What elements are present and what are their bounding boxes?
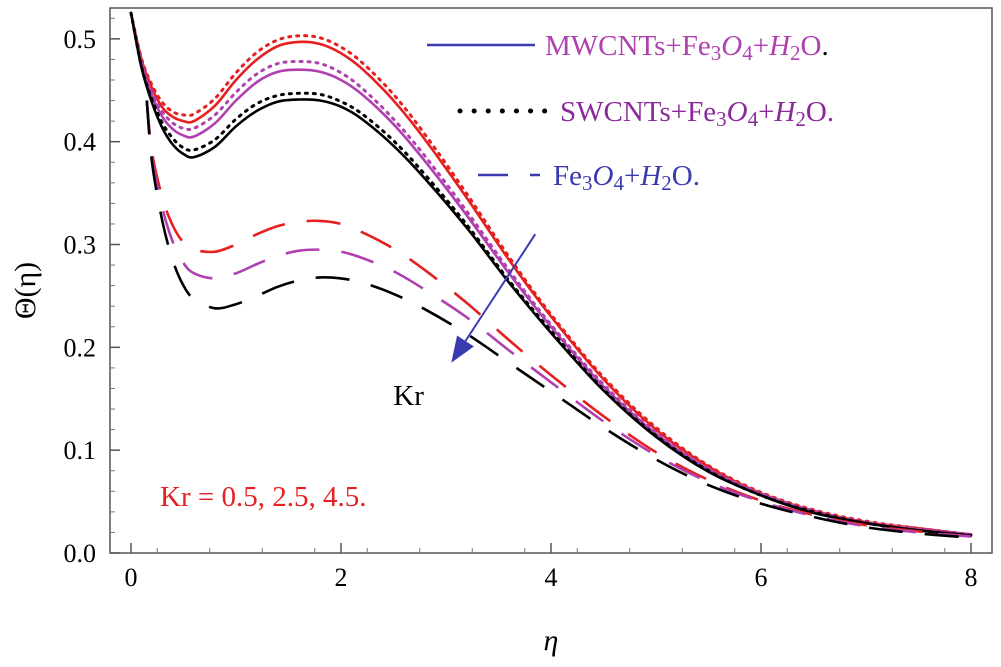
x-axis-title: η: [544, 624, 559, 657]
legend-label: Fe3O4+H2O.: [553, 160, 700, 195]
legend-label-part: .: [822, 30, 829, 62]
x-tick-label: 6: [755, 563, 768, 592]
legend-label-part: 3: [716, 107, 727, 131]
legend-label-part: 2: [795, 107, 806, 131]
legend-label-part: H: [768, 30, 792, 62]
legend-label: SWCNTs+Fe3O4+H2O.: [560, 96, 834, 131]
series-line-mwcnts-kr-4-5: [129, 12, 972, 537]
legend-label-part: 3: [711, 41, 722, 65]
axes: 0 2 4 6 8 0.0 0.1 0.2 0.3 0.4 0.5: [64, 17, 978, 592]
legend-label-part: O: [593, 160, 614, 192]
series-line-fe3o4-kr-2-5: [145, 100, 972, 538]
legend-label-part: H: [639, 160, 663, 192]
legend-label-part: 4: [748, 107, 759, 131]
legend-label-part: O: [721, 30, 742, 62]
series-line-swcnts-kr-2-5: [129, 11, 973, 536]
x-tick-label: 4: [545, 563, 558, 592]
legend-label-part: SWCNTs+Fe: [560, 96, 716, 128]
x-tick-label: 8: [965, 563, 978, 592]
series-layer: [129, 11, 973, 539]
y-tick-label: 0.1: [64, 436, 97, 465]
legend-label-part: 2: [661, 171, 672, 195]
y-tick-label: 0.3: [64, 231, 97, 260]
plot-frame: [109, 7, 993, 554]
kr-arrow: [464, 233, 537, 342]
legend-label-part: +: [624, 160, 640, 192]
legend-label-part: 4: [613, 171, 624, 195]
plot-area-border: [109, 7, 993, 554]
y-tick-label: 0.0: [64, 539, 97, 568]
legend-label-part: MWCNTs+Fe: [545, 30, 711, 62]
legend-label-part: O.: [672, 160, 700, 192]
y-tick-label: 0.4: [64, 128, 97, 157]
series-line-mwcnts-kr-0-5: [129, 12, 972, 536]
x-tick-label: 0: [125, 563, 138, 592]
x-tick-label: 2: [335, 563, 348, 592]
kr-values-note: Kr = 0.5, 2.5, 4.5.: [160, 481, 366, 513]
legend-label-part: Fe: [553, 160, 582, 192]
kr-arrow-head: [451, 335, 474, 363]
legend: MWCNTs+Fe3O4+H2O.SWCNTs+Fe3O4+H2O.Fe3O4+…: [427, 30, 834, 195]
legend-label-part: H: [773, 96, 797, 128]
y-tick-label: 0.5: [64, 25, 97, 54]
legend-label-part: O: [727, 96, 748, 128]
series-line-swcnts-kr-0-5: [129, 11, 973, 536]
legend-label-part: 4: [742, 41, 753, 65]
series-line-swcnts-kr-4-5: [129, 11, 973, 537]
legend-label-part: +: [753, 30, 769, 62]
y-tick-label: 0.2: [64, 333, 97, 362]
kr-arrow-label: Kr: [393, 380, 424, 412]
legend-label-part: +: [758, 96, 774, 128]
annotations: Kr Kr = 0.5, 2.5, 4.5.: [160, 233, 537, 513]
legend-label: MWCNTs+Fe3O4+H2O.: [545, 30, 829, 65]
legend-label-part: 3: [582, 171, 593, 195]
legend-label-part: 2: [790, 41, 801, 65]
y-axis-title: Θ(η): [9, 262, 42, 319]
series-line-mwcnts-kr-2-5: [129, 12, 972, 536]
legend-label-part: O.: [806, 96, 834, 128]
series-line-fe3o4-kr-4-5: [145, 100, 972, 539]
legend-label-part: O: [801, 30, 822, 62]
